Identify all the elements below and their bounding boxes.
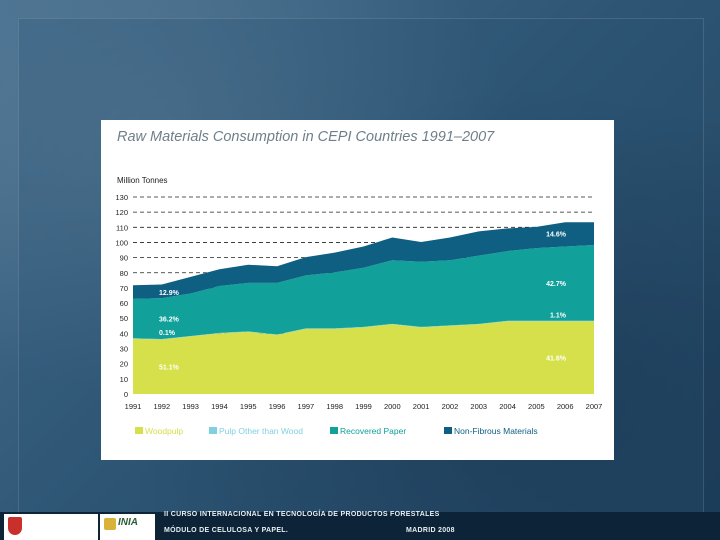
legend-swatch: [444, 427, 452, 434]
y-tick-label: 10: [120, 375, 128, 384]
legend-swatch: [135, 427, 143, 434]
y-tick-label: 100: [115, 238, 128, 247]
x-tick-label: 2000: [384, 402, 401, 411]
percent-label: 41.6%: [546, 356, 567, 363]
y-tick-label: 130: [115, 193, 128, 202]
legend-swatch: [209, 427, 217, 434]
footer-course-title: II CURSO INTERNACIONAL EN TECNOLOGÍA DE …: [164, 511, 440, 518]
area-recovered-paper: [133, 245, 594, 339]
chart-card: Raw Materials Consumption in CEPI Countr…: [101, 120, 614, 460]
x-tick-label: 1996: [269, 402, 286, 411]
y-tick-label: 30: [120, 345, 128, 354]
y-tick-label: 70: [120, 284, 128, 293]
x-tick-label: 2005: [528, 402, 545, 411]
x-tick-label: 1999: [355, 402, 372, 411]
x-tick-label: 1993: [182, 402, 199, 411]
inia-logo-text: INIA: [118, 517, 138, 528]
spain-shield-icon: [8, 517, 22, 535]
legend-label: Pulp Other than Wood: [219, 426, 303, 436]
area-chart: 0 10 20 30 40 50 60 70 80 90 100 110 120 130 1991 1992 1…: [115, 193, 603, 436]
y-tick-label: 80: [120, 269, 128, 278]
legend-swatch: [330, 427, 338, 434]
percent-label: 12.9%: [159, 290, 180, 297]
percent-label: 1.1%: [550, 313, 567, 320]
percent-label: 14.6%: [546, 232, 567, 239]
x-tick-label: 2007: [586, 402, 603, 411]
chart-title: Raw Materials Consumption in CEPI Countr…: [117, 129, 495, 145]
inia-mark-icon: [104, 518, 116, 530]
x-tick-label: 2001: [413, 402, 430, 411]
y-tick-label: 0: [124, 390, 128, 399]
x-tick-label: 2003: [470, 402, 487, 411]
x-tick-label: 1995: [240, 402, 257, 411]
y-tick-label: 90: [120, 254, 128, 263]
x-tick-label: 1991: [125, 402, 142, 411]
y-tick-label: 110: [116, 223, 128, 232]
x-tick-label: 1992: [153, 402, 170, 411]
area-non-fibrous-materials: [133, 222, 594, 299]
area-pulp-other-than-wood: [133, 320, 594, 340]
percent-label: 0.1%: [159, 330, 176, 337]
x-tick-label: 1997: [298, 402, 315, 411]
legend-label: Recovered Paper: [340, 426, 406, 436]
x-tick-label: 1994: [211, 402, 228, 411]
x-tick-label: 2004: [499, 402, 516, 411]
y-tick-label: 20: [120, 360, 128, 369]
y-tick-label: 40: [120, 329, 128, 338]
y-tick-label: 60: [120, 299, 128, 308]
legend-label: Non-Fibrous Materials: [454, 426, 538, 436]
y-tick-label: 120: [115, 208, 128, 217]
y-tick-label: 50: [120, 314, 128, 323]
percent-label: 42.7%: [546, 281, 567, 288]
y-axis-label: Million Tonnes: [117, 176, 168, 185]
x-tick-label: 1998: [326, 402, 343, 411]
footer-location: MADRID 2008: [406, 527, 455, 534]
percent-label: 36.2%: [159, 317, 180, 324]
area-woodpulp: [133, 321, 594, 394]
percent-label: 51.1%: [159, 364, 180, 371]
footer-module: MÓDULO DE CELULOSA Y PAPEL.: [164, 527, 289, 534]
x-tick-label: 2006: [557, 402, 574, 411]
legend-label: Woodpulp: [145, 426, 183, 436]
x-tick-label: 2002: [442, 402, 459, 411]
